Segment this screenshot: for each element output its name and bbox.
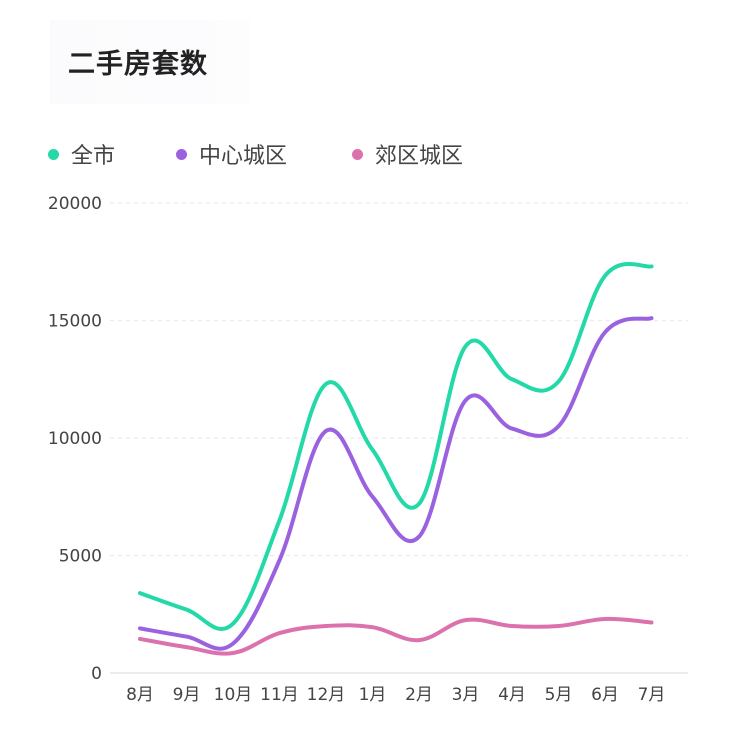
legend-label-suburban-district: 郊区城区 — [375, 144, 464, 169]
legend-label-central-district: 中心城区 — [199, 144, 288, 169]
legend: 全市 中心城区 郊区城区 — [48, 138, 463, 170]
x-tick-label: 6月 — [591, 685, 619, 705]
y-tick-label: 15000 — [48, 312, 102, 332]
x-tick-label: 9月 — [173, 685, 201, 705]
x-tick-label: 4月 — [498, 685, 526, 705]
legend-item-suburban-district[interactable]: 郊区城区 — [352, 138, 463, 170]
y-tick-label: 5000 — [59, 547, 102, 567]
chart-title: 二手房套数 — [68, 49, 208, 80]
x-tick-label: 10月 — [214, 685, 253, 705]
y-tick-label: 10000 — [48, 429, 102, 449]
legend-dot-all-city — [48, 148, 59, 160]
legend-dot-central-district — [176, 148, 187, 160]
series-line-suburban-district — [138, 616, 654, 656]
x-tick-label: 3月 — [452, 685, 480, 705]
x-tick-label: 2月 — [405, 685, 433, 705]
x-tick-label: 12月 — [307, 685, 346, 705]
legend-item-all-city[interactable]: 全市 — [48, 138, 176, 170]
y-tick-label: 20000 — [48, 194, 102, 214]
series-line-all-city — [138, 262, 654, 631]
y-tick-label: 0 — [91, 664, 102, 684]
x-tick-label: 1月 — [359, 685, 387, 705]
legend-item-central-district[interactable]: 中心城区 — [176, 138, 352, 170]
legend-dot-suburban-district — [352, 148, 363, 160]
x-tick-label: 5月 — [545, 685, 573, 705]
series-line-central-district — [138, 316, 654, 651]
x-tick-label: 11月 — [260, 685, 299, 705]
legend-label-all-city: 全市 — [71, 144, 116, 169]
title-background — [50, 20, 250, 104]
x-tick-label: 7月 — [638, 685, 666, 705]
x-tick-label: 8月 — [126, 685, 154, 705]
